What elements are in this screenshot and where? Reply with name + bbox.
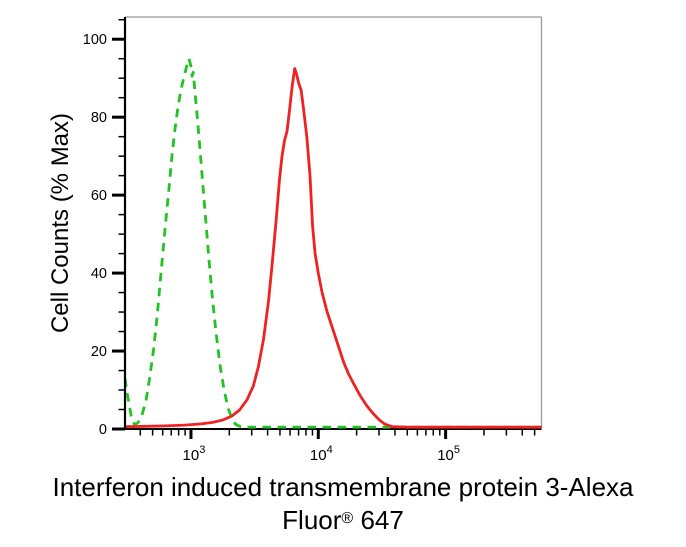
caption-line-1: Interferon induced transmembrane protein… [52,472,634,502]
y-tick-label: 40 [91,266,107,282]
caption-647-text: 647 [353,505,404,535]
series-green-dashed-histogram [125,57,542,429]
figure-caption: Interferon induced transmembrane protein… [0,471,686,537]
y-tick-label: 60 [91,188,107,204]
series-red-solid-histogram [125,67,542,429]
registered-trademark-symbol: ® [341,510,354,527]
y-tick-label: 100 [83,32,107,48]
x-tick-label: 104 [310,444,333,464]
x-tick-label: 105 [437,444,460,464]
y-axis-title: Cell Counts (% Max) [47,112,74,334]
y-tick-label: 0 [99,422,107,438]
caption-fluor-text: Fluor [282,505,342,535]
y-tick-label: 80 [91,110,107,126]
x-tick-label: 103 [183,444,206,464]
y-tick-label: 20 [91,344,107,360]
caption-line-2: Fluor® 647 [0,504,686,537]
